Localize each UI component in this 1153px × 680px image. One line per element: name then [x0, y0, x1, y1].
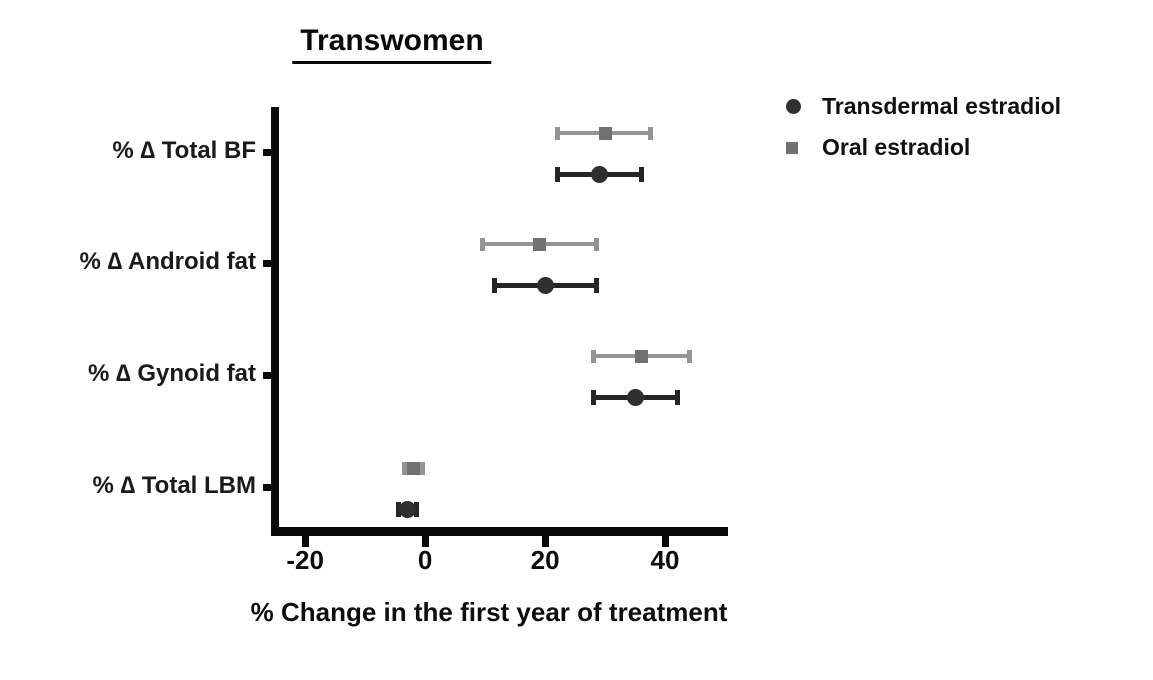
error-bar-cap: [638, 166, 644, 182]
y-tick-mark: [263, 148, 273, 156]
legend: Transdermal estradiol Oral estradiol: [786, 86, 1061, 168]
legend-circle-icon: [786, 99, 801, 114]
legend-marker-cell: [786, 141, 822, 154]
error-bar-cap: [686, 349, 692, 363]
error-bar-cap: [554, 166, 560, 182]
y-axis-line: [271, 107, 279, 536]
legend-marker-cell: [786, 99, 822, 114]
error-bar-cap: [647, 126, 653, 140]
circle-marker: [536, 276, 554, 294]
x-tick-mark: [541, 536, 549, 547]
error-bar-cap: [479, 237, 485, 251]
error-bar-cap: [395, 501, 401, 517]
square-marker: [532, 237, 546, 251]
square-marker: [598, 126, 612, 140]
y-tick-mark: [263, 259, 273, 267]
error-bar-cap: [590, 389, 596, 405]
x-axis-title: % Change in the first year of treatment: [250, 597, 728, 627]
x-tick-mark: [421, 536, 429, 547]
error-bar-cap: [413, 501, 419, 517]
error-bar-cap: [419, 461, 425, 475]
x-tick-label: -20: [286, 545, 324, 575]
square-marker: [634, 349, 648, 363]
legend-item: Oral estradiol: [786, 127, 1061, 168]
y-category-label: % ∆ Total BF: [112, 137, 256, 164]
x-tick-mark: [661, 536, 669, 547]
circle-marker: [590, 165, 608, 183]
legend-square-icon: [786, 141, 798, 154]
error-bar-cap: [554, 126, 560, 140]
x-axis-line: [271, 527, 728, 536]
error-bar-cap: [590, 349, 596, 363]
error-bar-cap: [674, 389, 680, 405]
circle-marker: [398, 500, 416, 518]
x-tick-label: 0: [417, 545, 433, 575]
chart-title: Transwomen: [292, 24, 492, 64]
legend-item: Transdermal estradiol: [786, 86, 1061, 127]
error-bar-cap: [593, 277, 599, 293]
x-tick-label: 40: [650, 545, 680, 575]
legend-label: Oral estradiol: [822, 134, 971, 160]
circle-marker: [626, 388, 644, 406]
x-tick-mark: [301, 536, 309, 547]
error-bar-cap: [401, 461, 407, 475]
error-bar-cap: [593, 237, 599, 251]
y-category-label: % ∆ Gynoid fat: [87, 360, 256, 387]
square-marker: [406, 461, 420, 475]
y-category-label: % ∆ Total LBM: [92, 472, 256, 499]
error-bar-cap: [491, 277, 497, 293]
y-tick-mark: [263, 483, 273, 491]
x-tick-label: 20: [530, 545, 560, 575]
y-category-label: % ∆ Android fat: [79, 248, 256, 275]
legend-label: Transdermal estradiol: [822, 93, 1062, 119]
y-tick-mark: [263, 371, 273, 379]
